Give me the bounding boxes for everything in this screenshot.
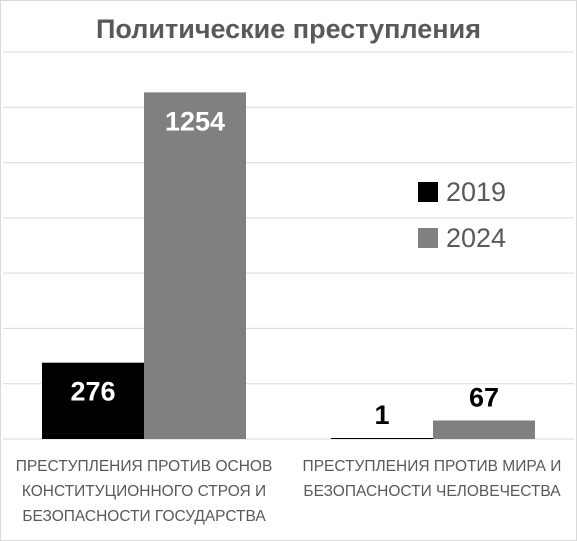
data-label-2024-2: 67 [469, 382, 499, 412]
bar-2019-1 [42, 362, 144, 439]
legend-label-2019: 2019 [446, 176, 507, 207]
legend-item-2019: 2019 [418, 176, 507, 207]
bar-2019-2 [331, 438, 433, 439]
data-label-2024-1: 1254 [165, 106, 225, 136]
data-label-2019-1: 276 [70, 377, 115, 407]
chart-title: Политические преступления [96, 14, 481, 44]
legend-item-2024: 2024 [418, 222, 507, 253]
bar-2024-2 [433, 420, 535, 439]
data-label-2019-2: 1 [374, 400, 389, 430]
category-label-2: ПРЕСТУПЛЕНИЯ ПРОТИВ МИРА И БЕЗОПАСНОСТИ … [302, 458, 562, 500]
legend-swatch-2019 [418, 182, 438, 202]
category-label-1: ПРЕСТУПЛЕНИЯ ПРОТИВ ОСНОВ КОНСТИТУЦИОННО… [15, 458, 273, 525]
legend: 2019 2024 [418, 176, 507, 270]
legend-label-2024: 2024 [446, 222, 507, 253]
legend-swatch-2024 [418, 228, 438, 248]
bar-2024-1 [144, 92, 246, 439]
